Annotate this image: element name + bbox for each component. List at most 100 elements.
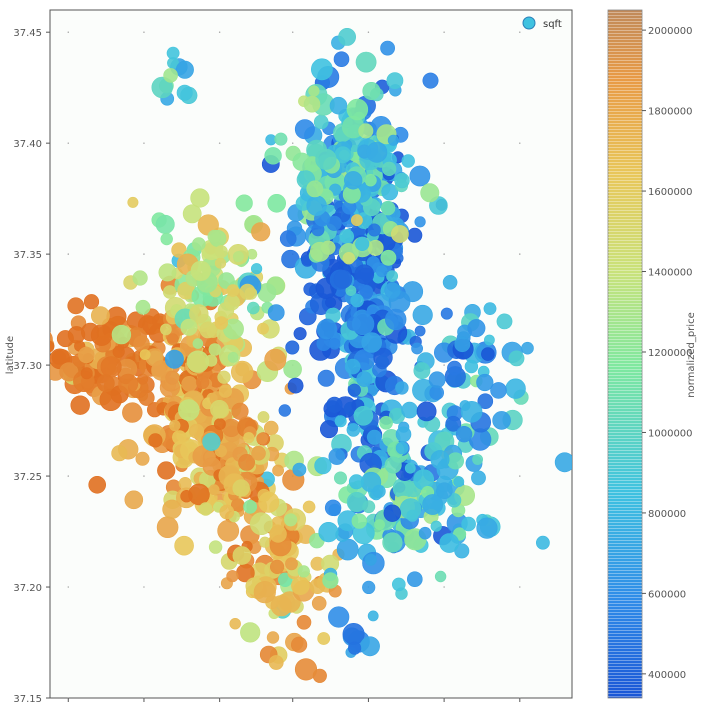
scatter-point [232, 251, 244, 263]
scatter-point [202, 432, 221, 451]
y-tick-label: 37.35 [13, 250, 42, 261]
scatter-point [67, 326, 86, 344]
scatter-point [382, 532, 403, 553]
scatter-point [176, 84, 193, 101]
grid-dot [143, 586, 145, 588]
scatter-point [355, 236, 370, 251]
scatter-point [210, 399, 229, 419]
scatter-point [189, 423, 205, 439]
scatter-point [308, 85, 320, 97]
scatter-point [521, 341, 534, 355]
y-tick-label: 37.20 [13, 583, 42, 594]
scatter-point [0, 323, 9, 334]
grid-dot [443, 31, 445, 33]
scatter-point [138, 389, 155, 406]
scatter-point [483, 334, 495, 346]
scatter-point [174, 535, 194, 556]
scatter-point [232, 479, 250, 497]
scatter-point [483, 302, 497, 315]
scatter-point [181, 375, 198, 392]
colorbar-tick-label: 400000 [648, 670, 686, 681]
scatter-point [445, 415, 462, 432]
grid-dot [519, 31, 521, 33]
scatter-point [536, 535, 550, 550]
scatter-point [460, 400, 483, 423]
scatter-point [394, 172, 410, 189]
scatter-point [439, 533, 460, 553]
grid-dot [443, 586, 445, 588]
scatter-point [447, 360, 462, 376]
scatter-point [243, 432, 255, 444]
scatter-point [367, 239, 384, 256]
scatter-point [390, 225, 409, 243]
scatter-point [422, 72, 439, 89]
scatter-point [226, 284, 240, 297]
scatter-point [360, 471, 382, 493]
scatter-point [238, 453, 256, 471]
scatter-point [434, 570, 447, 583]
scatter-point [285, 557, 298, 571]
scatter-point [344, 358, 361, 375]
scatter-point [158, 263, 177, 282]
scatter-point [490, 382, 507, 399]
scatter-point [367, 223, 381, 237]
scatter-point [296, 614, 312, 630]
grid-dot [218, 142, 221, 144]
scatter-point [453, 476, 465, 488]
scatter-point [356, 371, 373, 387]
scatter-point [346, 423, 361, 437]
y-tick-label: 37.15 [13, 694, 42, 705]
scatter-point [169, 419, 181, 432]
scatter-point [413, 362, 431, 380]
scatter-point [164, 349, 184, 369]
scatter-point [163, 285, 177, 299]
y-tick-label: 37.40 [13, 139, 42, 150]
scatter-point [387, 134, 400, 146]
scatter-point [344, 171, 363, 190]
scatter-point [366, 429, 382, 445]
scatter-point [287, 377, 304, 394]
scatter-point [409, 165, 431, 187]
scatter-point [505, 378, 526, 399]
scatter-point [122, 402, 143, 423]
scatter-point [127, 196, 139, 208]
scatter-point [267, 304, 285, 322]
scatter-point [358, 284, 374, 300]
scatter-point [59, 362, 79, 382]
scatter-point [342, 252, 355, 265]
scatter-point [334, 415, 347, 428]
scatter-point [347, 383, 361, 397]
grid-dot [367, 31, 370, 33]
scatter-point [272, 464, 284, 477]
scatter-point [342, 622, 365, 645]
scatter-point [199, 502, 213, 516]
scatter-point [554, 452, 572, 473]
scatter-point [156, 516, 179, 539]
colorbar-tick-label: 1200000 [648, 348, 693, 359]
scatter-point [406, 571, 423, 588]
scatter-point [333, 51, 350, 68]
scatter-point [364, 174, 377, 187]
scatter-point [413, 469, 435, 491]
scatter-point [256, 432, 268, 445]
grid-dot [143, 142, 145, 144]
scatter-point [118, 373, 139, 394]
colorbar-tick-label: 1000000 [648, 428, 693, 439]
scatter-point [362, 82, 381, 101]
scatter-point [395, 441, 409, 455]
scatter-point [214, 245, 228, 259]
scatter-point [208, 343, 222, 356]
grid-dot [519, 475, 521, 477]
scatter-point [251, 445, 266, 461]
scatter-point [385, 308, 407, 331]
grid-dot [218, 586, 221, 588]
scatter-point [361, 332, 383, 353]
scatter-point [208, 484, 220, 496]
colorbar: 400000 600000 800000 1000000 1200000 1400000 1… [607, 9, 697, 699]
scatter-point [303, 282, 317, 296]
scatter-point [481, 347, 495, 361]
scatter-point [302, 500, 316, 514]
scatter-point [270, 595, 292, 617]
scatter-point [380, 249, 397, 266]
scatter-point [78, 346, 95, 364]
